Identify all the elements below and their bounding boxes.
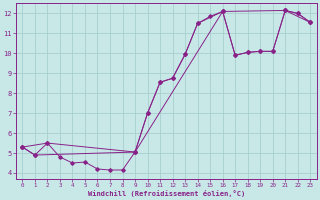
X-axis label: Windchill (Refroidissement éolien,°C): Windchill (Refroidissement éolien,°C) [88,190,245,197]
